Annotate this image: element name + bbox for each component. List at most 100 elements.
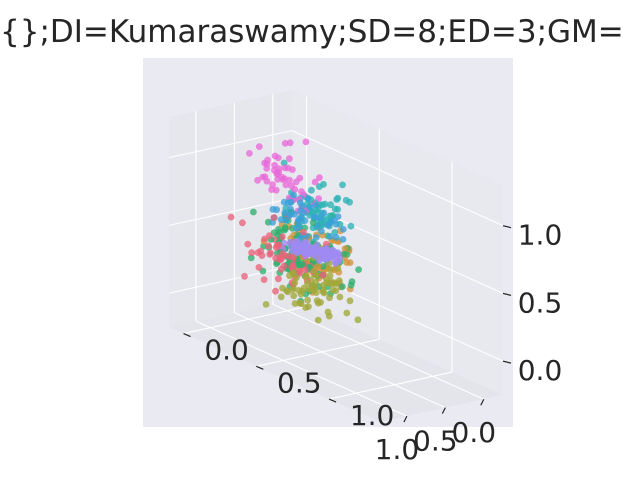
z-gridline xyxy=(291,130,504,227)
data-point-series-2 xyxy=(312,201,320,209)
data-point-series-0 xyxy=(274,176,282,183)
data-point-series-6 xyxy=(314,316,322,324)
data-point-series-0 xyxy=(255,143,263,151)
data-point-series-4 xyxy=(250,208,257,216)
data-point-series-3 xyxy=(303,239,310,247)
data-point-series-2 xyxy=(316,214,324,222)
data-point-series-7 xyxy=(260,276,268,283)
data-point-series-2 xyxy=(293,224,300,232)
data-point-series-2 xyxy=(312,234,320,241)
tick-mark xyxy=(502,292,512,296)
data-point-series-4 xyxy=(340,250,348,258)
data-point-series-4 xyxy=(260,242,267,250)
data-point-series-7 xyxy=(241,272,248,280)
x-tick-label: 0.0 xyxy=(452,416,497,449)
data-point-series-6 xyxy=(310,267,318,275)
data-point-series-0 xyxy=(271,152,279,160)
x-gridline xyxy=(195,320,408,417)
data-point-series-2 xyxy=(327,219,335,226)
data-point-series-7 xyxy=(272,254,279,262)
data-point-series-4 xyxy=(347,281,355,289)
data-point-series-6 xyxy=(326,294,333,302)
data-point-series-0 xyxy=(286,155,293,163)
data-point-series-7 xyxy=(261,235,268,243)
data-point-series-1 xyxy=(342,196,350,204)
data-point-series-7 xyxy=(227,213,235,221)
data-point-series-2 xyxy=(326,233,334,240)
data-point-series-6 xyxy=(310,287,318,294)
data-point-series-7 xyxy=(239,219,246,227)
z-tick-label: 0.5 xyxy=(518,286,563,319)
data-point-series-7 xyxy=(272,287,279,295)
tick-mark xyxy=(502,360,512,364)
data-point-series-6 xyxy=(354,316,362,324)
data-point-series-4 xyxy=(281,226,288,234)
data-point-series-6 xyxy=(343,309,351,317)
data-point-series-0 xyxy=(273,169,281,177)
y-gridline xyxy=(183,306,307,335)
data-point-series-1 xyxy=(326,212,334,220)
data-point-series-6 xyxy=(262,301,270,308)
tick-mark xyxy=(403,415,408,423)
data-point-series-7 xyxy=(286,253,294,261)
data-point-series-2 xyxy=(339,226,347,233)
data-point-series-4 xyxy=(309,219,317,227)
tick-mark xyxy=(256,365,264,370)
data-point-series-1 xyxy=(334,206,342,213)
y-gridline xyxy=(256,338,380,367)
data-point-series-6 xyxy=(277,293,285,301)
data-point-series-0 xyxy=(281,140,289,147)
data-point-series-0 xyxy=(286,139,294,147)
y-tick-label: 0.5 xyxy=(277,366,322,399)
data-point-series-6 xyxy=(328,280,336,288)
data-point-series-6 xyxy=(302,304,310,311)
data-point-series-2 xyxy=(318,227,325,235)
data-point-series-1 xyxy=(315,183,323,191)
data-point-series-6 xyxy=(304,296,311,304)
data-point-series-6 xyxy=(291,279,299,287)
tick-mark xyxy=(502,225,512,229)
data-point-series-2 xyxy=(296,215,303,223)
right-wall-pane xyxy=(292,90,503,395)
data-point-series-3 xyxy=(307,247,315,255)
data-point-series-6 xyxy=(290,292,298,300)
data-point-series-6 xyxy=(304,279,311,287)
x-gridline xyxy=(272,303,485,400)
floor-pane xyxy=(169,300,503,422)
data-point-series-4 xyxy=(355,266,362,273)
data-point-series-3 xyxy=(317,249,325,256)
data-point-series-2 xyxy=(277,216,285,224)
data-point-series-6 xyxy=(289,286,297,293)
data-point-series-2 xyxy=(290,191,297,199)
data-point-series-7 xyxy=(275,275,282,283)
data-point-series-7 xyxy=(272,244,280,251)
data-point-series-3 xyxy=(299,248,307,256)
data-point-series-0 xyxy=(302,138,310,146)
data-point-series-4 xyxy=(275,226,282,233)
data-point-series-3 xyxy=(322,256,330,263)
tick-mark xyxy=(480,398,485,406)
data-point-series-0 xyxy=(261,173,269,181)
data-point-series-7 xyxy=(289,261,297,269)
data-point-series-6 xyxy=(297,300,305,307)
y-gridline xyxy=(328,371,453,400)
x-gridline xyxy=(234,312,446,409)
data-point-series-1 xyxy=(347,222,355,230)
x-tick-label: 1.0 xyxy=(375,433,420,466)
data-point-series-2 xyxy=(297,207,304,215)
z-tick-label: 0.0 xyxy=(518,354,563,387)
data-point-series-2 xyxy=(305,195,312,202)
data-point-series-3 xyxy=(280,239,288,247)
data-point-series-7 xyxy=(248,249,256,257)
data-point-series-2 xyxy=(269,205,277,213)
data-point-series-3 xyxy=(291,243,299,250)
data-point-series-2 xyxy=(332,234,340,241)
data-point-series-1 xyxy=(327,201,334,209)
data-point-series-0 xyxy=(282,181,290,189)
data-point-series-7 xyxy=(266,250,274,258)
data-point-series-4 xyxy=(247,254,255,262)
data-point-series-1 xyxy=(308,186,315,194)
axis-ticks: 0.00.51.00.00.51.00.00.51.0 xyxy=(183,219,563,466)
data-point-series-3 xyxy=(336,254,344,262)
x-tick-label: 0.5 xyxy=(413,425,458,458)
